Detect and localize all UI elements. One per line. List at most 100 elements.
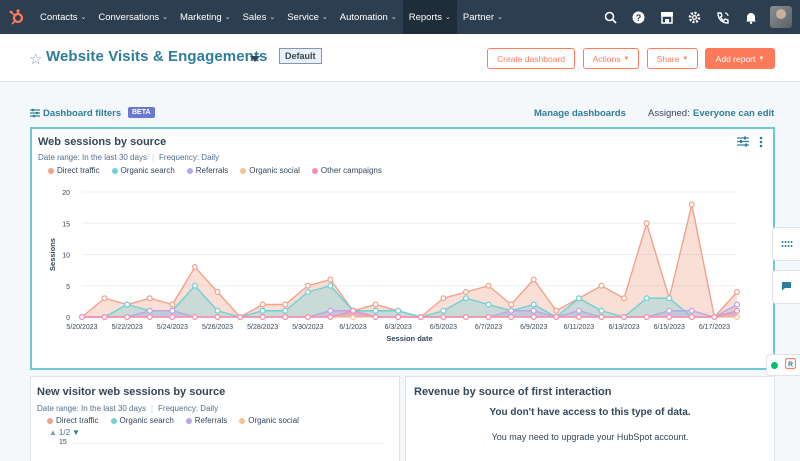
side-status-tab[interactable]: R <box>766 354 800 376</box>
user-avatar[interactable] <box>770 6 792 28</box>
y-tick-label: 15 <box>62 221 70 228</box>
assigned-value-link[interactable]: Everyone can edit <box>693 108 775 119</box>
data-point <box>124 301 131 308</box>
legend-item[interactable]: Referrals <box>185 416 227 425</box>
legend-item[interactable]: Organic social <box>239 416 299 425</box>
nav-item-marketing[interactable]: Marketing ⌄ <box>174 0 237 34</box>
data-point <box>666 314 673 321</box>
card-title[interactable]: New visitor web sessions by source <box>37 386 226 398</box>
x-tick-label: 5/28/2023 <box>247 324 278 331</box>
dashboard-filters-link[interactable]: Dashboard filters <box>43 108 122 119</box>
nav-item-reports[interactable]: Reports ⌄ <box>402 0 457 34</box>
card-meta: Date range: In the last 30 days | Freque… <box>37 404 218 413</box>
y-axis-label: Sessions <box>48 238 57 271</box>
data-point <box>350 314 357 321</box>
card-meta: Date range: In the last 30 days | Freque… <box>38 153 219 162</box>
x-tick-label: 6/7/2023 <box>475 324 502 331</box>
data-point <box>643 295 650 302</box>
hubspot-logo-icon[interactable] <box>0 0 34 34</box>
legend-item[interactable]: Organic search <box>111 166 175 175</box>
legend-label: Organic social <box>248 416 299 425</box>
data-point <box>440 307 447 314</box>
app-launcher-icon: R <box>785 356 797 374</box>
beta-badge: BETA <box>128 107 155 118</box>
legend-next-icon[interactable]: ▼ <box>72 428 80 437</box>
manage-dashboards-link[interactable]: Manage dashboards <box>534 108 626 119</box>
legend-prev-icon[interactable]: ▲ <box>49 428 57 437</box>
legend-item[interactable]: Other campaigns <box>311 166 382 175</box>
data-point <box>598 282 605 289</box>
data-point <box>440 295 447 302</box>
actions-label: Actions <box>592 53 621 64</box>
search-icon[interactable] <box>602 9 619 26</box>
actions-button[interactable]: Actions ▼ <box>583 48 639 69</box>
web-sessions-report-card[interactable]: Web sessions by source Date range: In th… <box>30 127 775 370</box>
add-report-caret-icon: ▼ <box>758 55 765 62</box>
help-icon[interactable]: ? <box>630 9 647 26</box>
card-title[interactable]: Web sessions by source <box>38 136 167 148</box>
marketplace-icon[interactable] <box>658 9 675 26</box>
x-tick-label: 6/13/2023 <box>608 324 639 331</box>
nav-item-sales[interactable]: Sales ⌄ <box>237 0 282 34</box>
data-point <box>553 314 560 321</box>
data-point <box>372 307 379 314</box>
share-button[interactable]: Share ▼ <box>647 48 698 69</box>
settings-icon[interactable] <box>686 9 703 26</box>
date-range-text: Date range: In the last 30 days <box>38 153 147 162</box>
side-panel-grid-tab[interactable] <box>772 227 800 261</box>
legend-item[interactable]: Organic social <box>240 166 300 175</box>
nav-item-conversations[interactable]: Conversations ⌄ <box>92 0 174 34</box>
sessions-area-chart[interactable]: 0 5 10 15 20 Sessions 5/20/2023 5/22/2023 5/24/2… <box>32 179 773 369</box>
series-line-1 <box>82 284 738 318</box>
report-filters-icon[interactable] <box>737 136 749 151</box>
create-dashboard-label: Create dashboard <box>496 53 566 64</box>
svg-text:R: R <box>788 361 793 368</box>
series-area-1 <box>82 285 737 317</box>
nav-item-automation[interactable]: Automation ⌄ <box>334 0 403 34</box>
data-point <box>124 314 131 321</box>
nav-item-partner[interactable]: Partner ⌄ <box>457 0 509 34</box>
dashboard-switcher-caret-icon[interactable] <box>250 56 260 62</box>
calling-icon[interactable] <box>714 9 731 26</box>
legend-item[interactable]: Direct traffic <box>48 166 100 175</box>
filters-icon[interactable] <box>30 108 40 121</box>
nav-item-contacts[interactable]: Contacts ⌄ <box>34 0 92 34</box>
gridline <box>73 443 383 444</box>
nav-item-service[interactable]: Service ⌄ <box>281 0 334 34</box>
dashboard-title[interactable]: Website Visits & Engagements <box>46 48 268 65</box>
favorite-star-icon[interactable]: ☆ <box>29 51 43 68</box>
chevron-down-icon: ⌄ <box>224 14 231 21</box>
data-point <box>530 276 537 283</box>
data-point <box>259 307 266 314</box>
more-options-icon[interactable] <box>759 136 763 151</box>
side-panel-chat-tab[interactable] <box>772 270 800 304</box>
share-caret-icon: ▼ <box>682 55 689 62</box>
x-tick-label: 6/9/2023 <box>520 324 547 331</box>
new-visitor-sessions-card[interactable]: New visitor web sessions by source Date … <box>30 376 400 461</box>
add-report-button[interactable]: Add report ▼ <box>705 48 775 69</box>
notifications-icon[interactable] <box>742 9 759 26</box>
revenue-by-source-card[interactable]: Revenue by source of first interaction Y… <box>405 376 775 461</box>
x-axis-label: Session date <box>386 334 432 343</box>
legend-item[interactable]: Organic search <box>110 416 174 425</box>
assigned-label: Assigned: <box>648 108 690 119</box>
data-point <box>214 307 221 314</box>
upgrade-message: You may need to upgrade your HubSpot acc… <box>491 432 689 442</box>
y-tick-label: 20 <box>62 190 70 197</box>
data-point <box>598 314 605 321</box>
data-point <box>688 201 695 208</box>
data-point <box>417 314 424 321</box>
legend-item[interactable]: Referrals <box>186 166 228 175</box>
data-point <box>508 307 515 314</box>
data-point <box>508 301 515 308</box>
card-title[interactable]: Revenue by source of first interaction <box>414 386 612 398</box>
data-point <box>688 314 695 321</box>
create-dashboard-button[interactable]: Create dashboard <box>487 48 575 69</box>
nav-utility-icons: ? <box>602 0 792 34</box>
data-point <box>282 307 289 314</box>
legend-item[interactable]: Direct traffic <box>47 416 99 425</box>
data-point <box>350 307 357 314</box>
data-point <box>372 301 379 308</box>
x-tick-label: 6/3/2023 <box>385 324 412 331</box>
data-point <box>327 307 334 314</box>
